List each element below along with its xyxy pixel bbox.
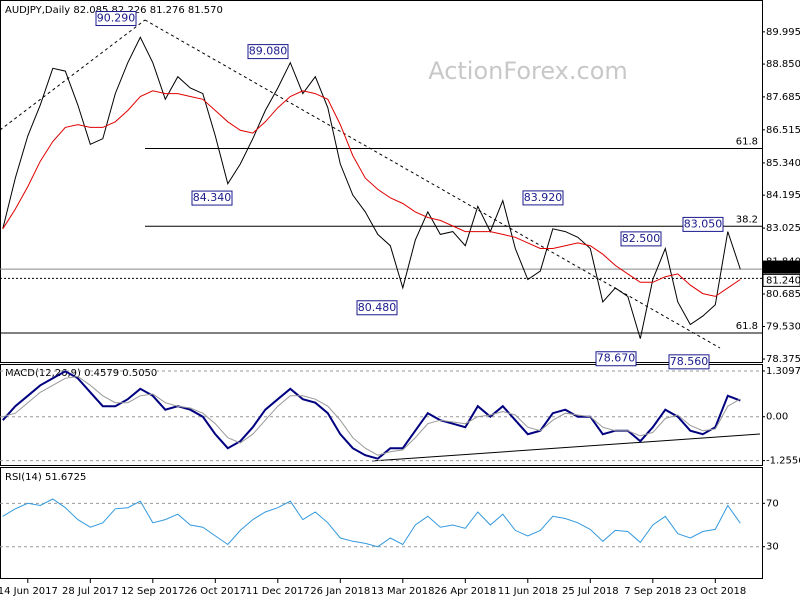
- x-tick-label: 11 Dec 2017: [246, 586, 310, 597]
- fib-label: 61.8: [736, 321, 758, 332]
- x-tick-label: 13 Mar 2018: [371, 586, 434, 597]
- annotation-label: 84.340: [193, 191, 232, 204]
- series-line: [2, 36, 741, 339]
- annotation-box: [595, 351, 637, 367]
- series-line: [2, 90, 741, 297]
- x-tick-label: 25 Jul 2018: [562, 586, 619, 597]
- x-tick-label: 12 Sep 2017: [121, 586, 184, 597]
- x-tick-label: 26 Apr 2018: [434, 586, 496, 597]
- annotation-label: 83.050: [684, 217, 723, 230]
- series-line: [2, 375, 741, 456]
- x-tick-label: 26 Oct 2017: [184, 586, 246, 597]
- price-panel: [0, 0, 763, 363]
- series-line: [2, 498, 741, 548]
- annotation-box: [356, 300, 398, 316]
- macd-trend-line: [371, 433, 761, 462]
- annotation-box: [247, 44, 289, 60]
- annotation-label: 89.080: [249, 45, 288, 58]
- rsi-panel: [0, 467, 763, 579]
- x-tick-label: 14 Jun 2017: [0, 586, 58, 597]
- y-tick-label: 80.685: [766, 289, 800, 300]
- annotation-label: 80.480: [358, 301, 397, 314]
- x-tick-label: 26 Jan 2018: [310, 586, 370, 597]
- x-tick-label: 7 Sep 2018: [624, 586, 681, 597]
- y-tick-label: 84.195: [766, 190, 800, 201]
- y-tick-label: 79.530: [766, 322, 800, 333]
- x-tick-label: 28 Jul 2017: [62, 586, 119, 597]
- y-tick-label: 85.340: [766, 158, 800, 169]
- y-tick-label: 87.685: [766, 92, 800, 103]
- watermark: ActionForex.com: [428, 57, 628, 85]
- annotation-label: 90.290: [97, 12, 136, 25]
- y-tick-label: 86.515: [766, 125, 800, 136]
- y-tick-label: 83.025: [766, 223, 800, 234]
- annotation-label: 78.560: [670, 355, 709, 368]
- y-tick-label: 0.00: [766, 412, 788, 423]
- y-tick-label: 78.375: [766, 354, 800, 365]
- price-tag: [762, 260, 800, 274]
- y-tick-label: 30: [766, 542, 779, 553]
- y-tick-label: 88.850: [766, 59, 800, 70]
- annotation-label: 78.670: [597, 352, 636, 365]
- trend-line: [144, 19, 721, 349]
- y-tick-label: -1.2556: [766, 456, 800, 467]
- y-tick-label: 70: [766, 498, 779, 509]
- annotation-box: [522, 190, 564, 206]
- annotation-box: [668, 354, 710, 370]
- chart-title: AUDJPY,Daily 82.085 82.226 81.276 81.570: [5, 5, 223, 16]
- annotation-label: 83.920: [524, 191, 563, 204]
- price-tag-label: 81.240: [766, 275, 800, 286]
- price-tag-label: 81.570: [766, 262, 800, 273]
- y-tick-label: 1.3097: [766, 366, 800, 377]
- annotation-box: [620, 231, 662, 247]
- y-tick-label: 89.995: [766, 27, 800, 38]
- annotation-box: [95, 11, 137, 27]
- macd-panel: [0, 364, 763, 466]
- fib-label: 61.8: [736, 137, 758, 148]
- macd-title: MACD(12,26,9) 0.4579 0.5050: [5, 368, 157, 379]
- trend-line: [0, 19, 146, 131]
- x-tick-label: 23 Oct 2018: [684, 586, 746, 597]
- annotation-box: [682, 216, 724, 232]
- rsi-title: RSI(14) 51.6725: [5, 472, 86, 483]
- x-tick-label: 11 Jun 2018: [498, 586, 558, 597]
- annotation-label: 82.500: [622, 232, 661, 245]
- fib-label: 38.2: [736, 214, 758, 225]
- annotation-box: [191, 190, 233, 206]
- price-tag: [762, 273, 800, 287]
